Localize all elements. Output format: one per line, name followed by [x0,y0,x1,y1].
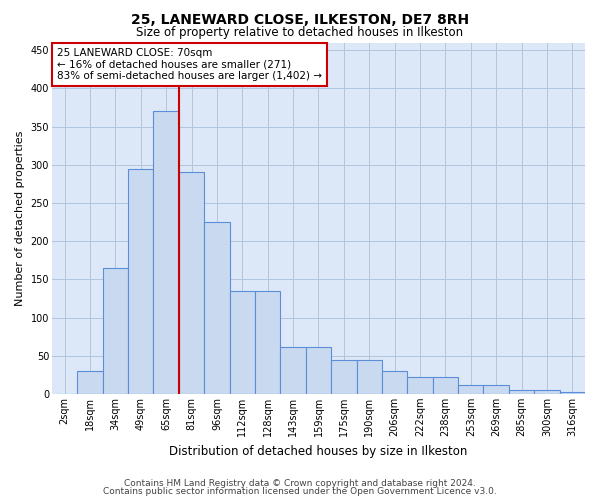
Bar [458,386,484,394]
Y-axis label: Number of detached properties: Number of detached properties [15,130,25,306]
Bar [331,360,356,394]
Bar [255,291,280,394]
X-axis label: Distribution of detached houses by size in Ilkeston: Distribution of detached houses by size … [169,444,467,458]
Bar [103,268,128,394]
Bar [560,392,585,394]
Bar [128,168,154,394]
Bar [433,377,458,394]
Text: 25 LANEWARD CLOSE: 70sqm
← 16% of detached houses are smaller (271)
83% of semi-: 25 LANEWARD CLOSE: 70sqm ← 16% of detach… [57,48,322,81]
Bar [382,371,407,394]
Text: Contains HM Land Registry data © Crown copyright and database right 2024.: Contains HM Land Registry data © Crown c… [124,478,476,488]
Text: Contains public sector information licensed under the Open Government Licence v3: Contains public sector information licen… [103,487,497,496]
Bar [179,172,204,394]
Text: Size of property relative to detached houses in Ilkeston: Size of property relative to detached ho… [136,26,464,39]
Bar [356,360,382,394]
Bar [154,112,179,394]
Bar [484,386,509,394]
Bar [204,222,230,394]
Bar [509,390,534,394]
Bar [280,346,306,394]
Bar [407,377,433,394]
Bar [534,390,560,394]
Bar [306,346,331,394]
Bar [77,371,103,394]
Bar [230,291,255,394]
Text: 25, LANEWARD CLOSE, ILKESTON, DE7 8RH: 25, LANEWARD CLOSE, ILKESTON, DE7 8RH [131,12,469,26]
